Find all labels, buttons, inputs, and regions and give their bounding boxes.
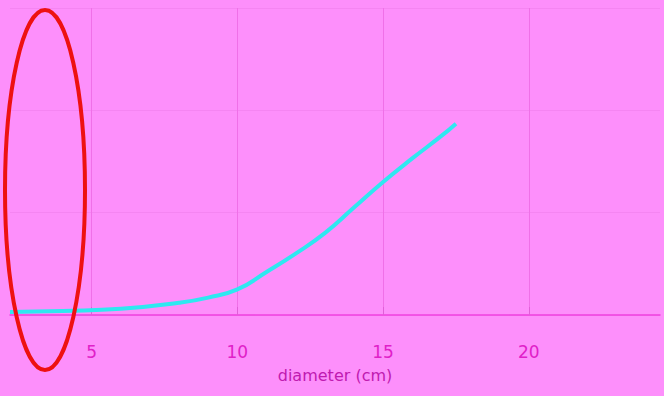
svg-text:diameter (cm): diameter (cm) (278, 366, 392, 385)
svg-text:15: 15 (372, 342, 394, 362)
svg-text:10: 10 (227, 342, 249, 362)
svg-text:20: 20 (518, 342, 540, 362)
svg-text:5: 5 (86, 342, 97, 362)
